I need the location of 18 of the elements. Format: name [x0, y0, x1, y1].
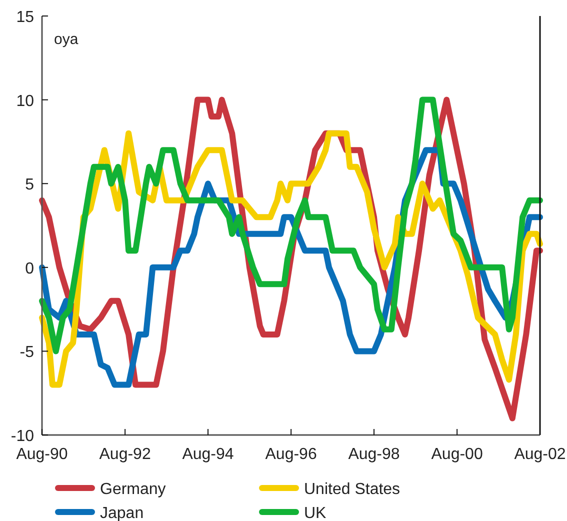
annotation: oya [54, 31, 79, 48]
legend-label: UK [304, 505, 327, 521]
y-tick-label: 10 [16, 92, 34, 110]
y-tick-label: -5 [20, 344, 34, 362]
y-tick-label: 15 [16, 9, 34, 26]
legend-label: United States [304, 481, 400, 498]
x-tick-label: Aug-00 [431, 446, 483, 463]
legend-label: Germany [100, 481, 166, 498]
x-tick-label: Aug-96 [265, 446, 317, 463]
x-tick-label: Aug-90 [16, 446, 68, 463]
legend-label: Japan [100, 505, 144, 521]
y-tick-label: 0 [25, 260, 34, 278]
x-tick-label: Aug-92 [99, 446, 151, 463]
y-tick-label: -10 [10, 428, 34, 445]
x-tick-label: Aug-98 [348, 446, 400, 463]
x-tick-label: Aug-02 [514, 446, 566, 463]
y-tick-label: 5 [25, 176, 34, 194]
x-tick-label: Aug-94 [182, 446, 234, 463]
